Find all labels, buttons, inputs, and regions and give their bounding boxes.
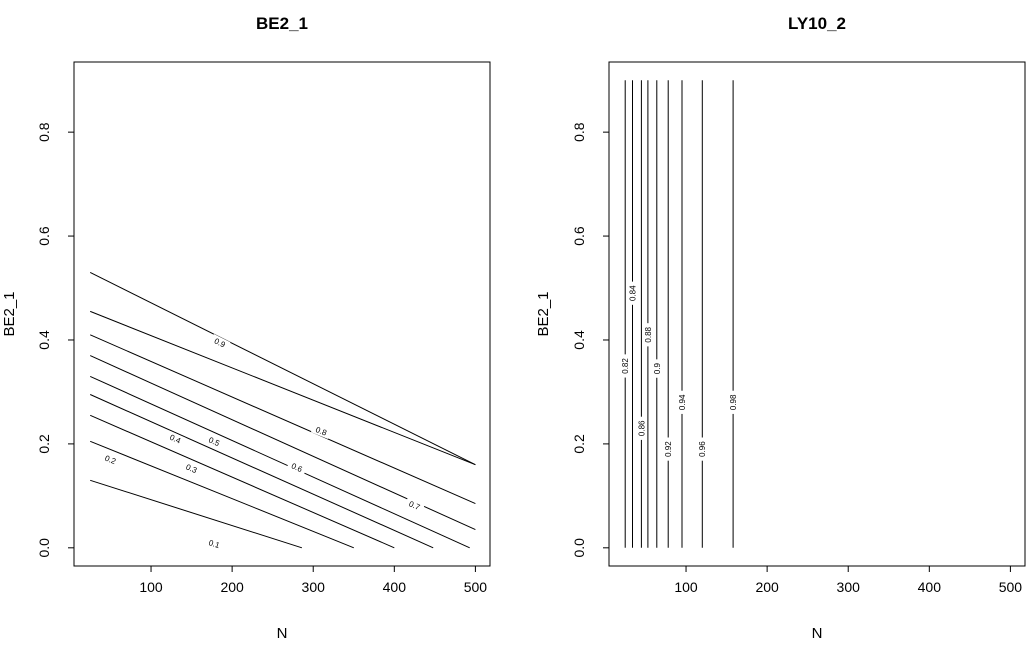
contour-label-bg — [663, 437, 674, 461]
x-tick-label: 300 — [837, 579, 861, 595]
contour-label: 0.7 — [407, 499, 421, 512]
y-axis-label: BE2_1 — [1, 291, 18, 336]
contour-label-bg — [728, 390, 739, 414]
contour-label: 0.94 — [678, 394, 687, 410]
y-tick-label: 0.8 — [571, 122, 587, 142]
contour-label: 0.6 — [290, 461, 304, 474]
chart-panel-2: LY10_2 100 200 300 400 500 0.0 0.2 0.4 0.6 0.8 N BE2… — [535, 14, 1026, 642]
contour-label-bg — [636, 416, 647, 440]
y-tick-label: 0.4 — [571, 330, 587, 350]
x-tick-label: 200 — [220, 579, 244, 595]
y-tick-label: 0.0 — [571, 538, 587, 558]
contour-label: 0.82 — [621, 358, 630, 374]
contour-label-bg — [697, 437, 708, 461]
y-tick-label: 0.6 — [36, 226, 52, 246]
contour-label-bg — [286, 458, 308, 476]
contour-label: 0.92 — [664, 441, 673, 457]
x-axis-label: N — [277, 625, 288, 642]
contour-line-0-3 — [90, 414, 395, 549]
contour-label: 0.3 — [184, 462, 198, 475]
contour-label-bg — [164, 430, 186, 448]
contour-label: 0.86 — [637, 420, 646, 436]
contour-label-bg — [651, 359, 662, 378]
chart-title: BE2_1 — [256, 14, 308, 33]
contour-line-0-8 — [90, 310, 476, 466]
contour-line-0-4 — [89, 394, 434, 549]
chart-panel-1: BE2_1 100 200 300 400 500 0.0 0.2 0.4 0.6 0.8 N BE2_… — [1, 14, 491, 642]
x-tick-label: 400 — [918, 579, 942, 595]
contour-label: 0.84 — [629, 285, 638, 301]
contour-label: 0.5 — [207, 435, 221, 448]
contour-label: 0.8 — [314, 425, 328, 438]
chart-title: LY10_2 — [788, 14, 846, 33]
contour-label-bg — [404, 496, 426, 514]
contour-label: 0.2 — [103, 454, 117, 467]
y-tick-label: 0.6 — [571, 226, 587, 246]
y-tick-label: 0.0 — [36, 538, 52, 558]
contour-label-bg — [204, 536, 225, 552]
y-tick-label: 0.8 — [36, 122, 52, 142]
y-axis-label: BE2_1 — [535, 291, 552, 336]
contour-label-bg — [100, 451, 121, 468]
x-tick-label: 100 — [674, 579, 698, 595]
contour-label-bg — [209, 333, 231, 352]
contour-label-bg — [642, 323, 653, 347]
contour-label: 0.98 — [729, 394, 738, 410]
contour-label: 0.1 — [207, 538, 221, 550]
y-tick-label: 0.2 — [36, 434, 52, 454]
contour-line-0-5 — [89, 375, 470, 549]
contour-line-0-7 — [89, 334, 476, 505]
x-tick-label: 300 — [302, 579, 326, 595]
x-tick-label: 500 — [464, 579, 488, 595]
contour-label: 0.96 — [698, 441, 707, 457]
contour-label-bg — [310, 422, 332, 439]
plot-frame — [73, 61, 491, 567]
x-tick-label: 100 — [139, 579, 163, 595]
y-tick-label: 0.4 — [36, 330, 52, 350]
x-axis-label: N — [812, 625, 823, 642]
contour-label: 0.9 — [653, 362, 662, 374]
plot-frame — [608, 61, 1026, 567]
contour-label-bg — [203, 432, 225, 450]
contour-line-0-2 — [90, 440, 354, 549]
contour-label: 0.4 — [168, 433, 182, 446]
contour-line-0-1 — [90, 479, 303, 549]
contour-line-0-9 — [89, 271, 476, 466]
x-tick-label: 400 — [383, 579, 407, 595]
contour-label-bg — [627, 281, 638, 305]
x-tick-label: 200 — [755, 579, 779, 595]
contour-label-bg — [676, 390, 687, 414]
contour-label: 0.88 — [644, 326, 653, 342]
contour-label-bg — [181, 460, 203, 477]
x-tick-label: 500 — [999, 579, 1023, 595]
contour-label-bg — [620, 354, 631, 378]
y-tick-label: 0.2 — [571, 434, 587, 454]
